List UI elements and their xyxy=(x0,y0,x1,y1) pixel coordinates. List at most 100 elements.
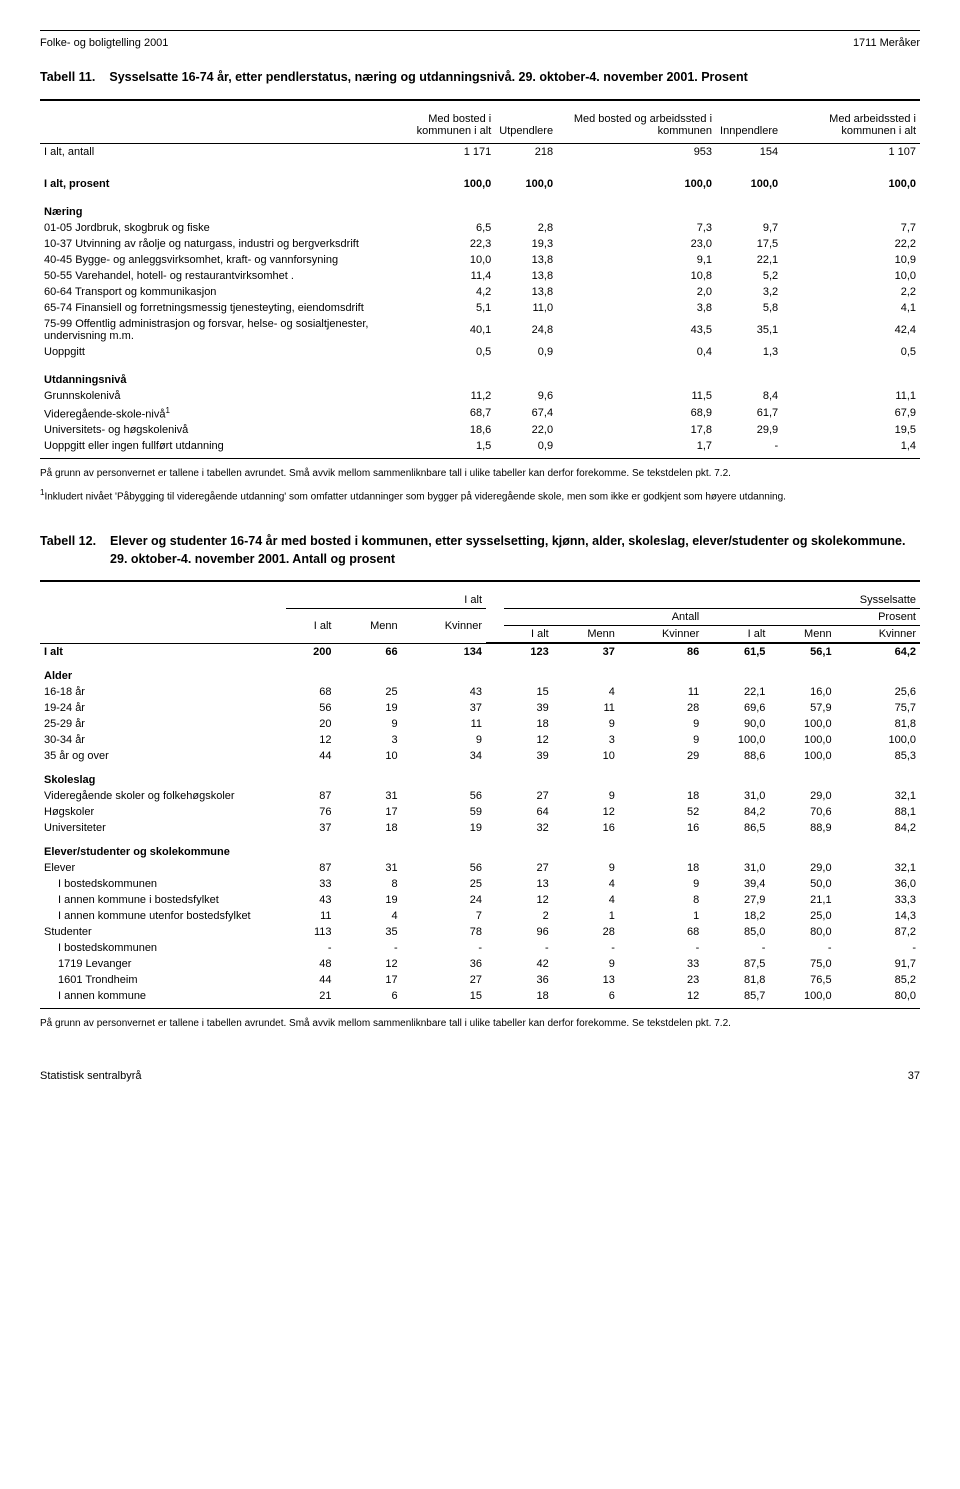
cell: 87,2 xyxy=(836,924,920,940)
table-11-footnote-2: 1Inkludert nivået 'Påbygging til videreg… xyxy=(40,488,920,503)
cell: 56 xyxy=(286,700,335,716)
row-label: 25-29 år xyxy=(40,716,286,732)
cell: 87 xyxy=(286,788,335,804)
cell: 39,4 xyxy=(703,876,769,892)
cell: 13 xyxy=(553,972,619,988)
cell: 88,1 xyxy=(836,804,920,820)
row-label: 65-74 Finansiell og forretningsmessig tj… xyxy=(40,300,374,316)
cell: 66 xyxy=(335,644,401,661)
row-label: 16-18 år xyxy=(40,684,286,700)
cell: 13 xyxy=(504,876,553,892)
cell: 22,0 xyxy=(495,422,557,438)
cell: 100,0 xyxy=(769,732,835,748)
cell: 11,0 xyxy=(495,300,557,316)
doc-header-right: 1711 Meråker xyxy=(853,37,920,49)
cell: 68 xyxy=(619,924,703,940)
t12-top-prosent: Prosent xyxy=(703,609,920,626)
row-label: Uoppgitt eller ingen fullført utdanning xyxy=(40,438,374,454)
cell: - xyxy=(335,940,401,956)
cell: 32 xyxy=(504,820,553,836)
table-11-label: Tabell 11. xyxy=(40,69,95,87)
cell: 31 xyxy=(335,788,401,804)
cell: 50,0 xyxy=(769,876,835,892)
cell: 4 xyxy=(553,892,619,908)
t12-h3: Kvinner xyxy=(402,609,486,643)
cell: 16,0 xyxy=(769,684,835,700)
cell: 61,5 xyxy=(703,644,769,661)
cell: - xyxy=(619,940,703,956)
cell: 3 xyxy=(335,732,401,748)
cell: 19 xyxy=(335,700,401,716)
cell: 27 xyxy=(504,788,553,804)
cell: 100,0 xyxy=(769,748,835,764)
cell: 3,2 xyxy=(716,284,782,300)
cell: 9,1 xyxy=(557,252,716,268)
cell: 31,0 xyxy=(703,860,769,876)
t12-h9: Kvinner xyxy=(836,626,920,643)
cell: 12 xyxy=(335,956,401,972)
cell: 87 xyxy=(286,860,335,876)
cell: 12 xyxy=(619,988,703,1004)
cell: 9 xyxy=(553,716,619,732)
table-11: Med bosted i kommunen i alt Utpendlere M… xyxy=(40,111,920,455)
cell: 84,2 xyxy=(703,804,769,820)
cell: 2,0 xyxy=(557,284,716,300)
cell: 87,5 xyxy=(703,956,769,972)
cell: 31 xyxy=(335,860,401,876)
cell: - xyxy=(553,940,619,956)
cell: 0,5 xyxy=(374,344,495,360)
cell: 42,4 xyxy=(782,316,920,344)
cell: 0,9 xyxy=(495,344,557,360)
t12-h5: Menn xyxy=(553,626,619,643)
row-label: 01-05 Jordbruk, skogbruk og fiske xyxy=(40,220,374,236)
cell: 34 xyxy=(402,748,486,764)
cell: 5,8 xyxy=(716,300,782,316)
row-label: I annen kommune utenfor bostedsfylket xyxy=(40,908,286,924)
cell: 6,5 xyxy=(374,220,495,236)
cell: 5,2 xyxy=(716,268,782,284)
cell: 29,0 xyxy=(769,860,835,876)
cell: 1,5 xyxy=(374,438,495,454)
t12-spacer xyxy=(40,592,286,643)
cell: 85,7 xyxy=(703,988,769,1004)
cell: 1 xyxy=(619,908,703,924)
row-label: Universiteter xyxy=(40,820,286,836)
cell: 75,7 xyxy=(836,700,920,716)
cell: 9 xyxy=(619,876,703,892)
cell: 17,8 xyxy=(557,422,716,438)
cell: 52 xyxy=(619,804,703,820)
cell: 64,2 xyxy=(836,644,920,661)
cell: 17 xyxy=(335,972,401,988)
table-12-label: Tabell 12. xyxy=(40,533,96,568)
t12-h4: I alt xyxy=(504,626,553,643)
t12-h7: I alt xyxy=(703,626,769,643)
row-label: 60-64 Transport og kommunikasjon xyxy=(40,284,374,300)
cell: 24,8 xyxy=(495,316,557,344)
section-header: Elever/studenter og skolekommune xyxy=(40,836,920,860)
doc-header: Folke- og boligtelling 2001 1711 Meråker xyxy=(40,37,920,49)
cell: 37 xyxy=(553,644,619,661)
page-footer: Statistisk sentralbyrå 37 xyxy=(40,1070,920,1082)
cell: 18 xyxy=(619,788,703,804)
row-label: I annen kommune i bostedsfylket xyxy=(40,892,286,908)
cell: 22,2 xyxy=(782,236,920,252)
row-label: I alt xyxy=(40,644,286,661)
cell: 6 xyxy=(553,988,619,1004)
t12-h1: I alt xyxy=(286,609,335,643)
row-label: I bostedskommunen xyxy=(40,940,286,956)
cell: 11,1 xyxy=(782,388,920,404)
cell: 21,1 xyxy=(769,892,835,908)
cell: 19,5 xyxy=(782,422,920,438)
cell: 11 xyxy=(402,716,486,732)
cell: - xyxy=(402,940,486,956)
t11-h0 xyxy=(40,111,374,144)
cell: 61,7 xyxy=(716,404,782,423)
cell: 100,0 xyxy=(374,176,495,192)
row-label: Elever xyxy=(40,860,286,876)
footer-left: Statistisk sentralbyrå xyxy=(40,1070,141,1082)
cell: - xyxy=(769,940,835,956)
cell: 56 xyxy=(402,860,486,876)
cell: 9,7 xyxy=(716,220,782,236)
cell: 84,2 xyxy=(836,820,920,836)
cell: 35,1 xyxy=(716,316,782,344)
